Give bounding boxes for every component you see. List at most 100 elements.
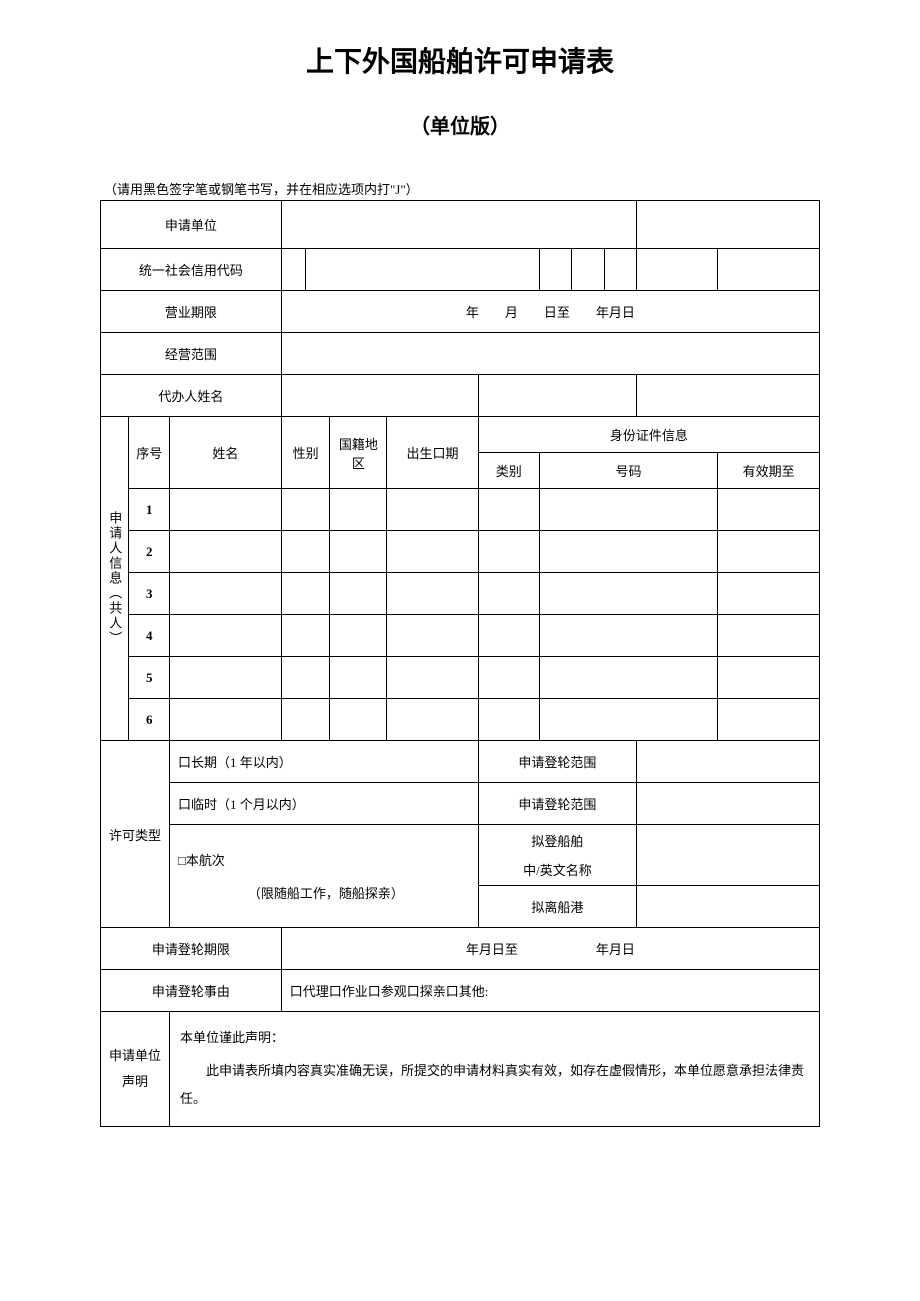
label-id-type: 类别 — [478, 453, 539, 489]
field-scc-3[interactable] — [539, 249, 571, 291]
row-idexp-4[interactable] — [718, 615, 820, 657]
label-business-period: 营业期限 — [101, 291, 282, 333]
field-scc-1[interactable] — [281, 249, 305, 291]
field-business-period[interactable]: 年 月 日至 年月日 — [281, 291, 819, 333]
page-title: 上下外国船舶许可申请表 — [100, 40, 820, 80]
label-name: 姓名 — [170, 417, 282, 489]
option-voyage[interactable]: □本航次 （限随船工作，随船探亲） — [170, 825, 479, 928]
row-gender-2[interactable] — [281, 531, 330, 573]
label-apply-scope-1: 申请登轮范围 — [478, 741, 636, 783]
row-gender-4[interactable] — [281, 615, 330, 657]
label-seq: 序号 — [129, 417, 170, 489]
row-nat-4[interactable] — [330, 615, 387, 657]
field-scc-4[interactable] — [572, 249, 604, 291]
field-departure-port[interactable] — [637, 886, 820, 928]
row-seq-2: 2 — [129, 531, 170, 573]
row-idnum-5[interactable] — [539, 657, 718, 699]
intended-ship-line2: 中/英文名称 — [483, 860, 632, 879]
row-gender-3[interactable] — [281, 573, 330, 615]
field-apply-reason[interactable]: 口代理口作业口参观口探亲口其他: — [281, 970, 819, 1012]
field-applying-unit-extra[interactable] — [637, 201, 820, 249]
row-seq-5: 5 — [129, 657, 170, 699]
row-gender-1[interactable] — [281, 489, 330, 531]
row-idnum-4[interactable] — [539, 615, 718, 657]
field-apply-scope-2[interactable] — [637, 783, 820, 825]
label-apply-reason: 申请登轮事由 — [101, 970, 282, 1012]
unit-declaration-text: 申请单位声明 — [105, 1043, 165, 1095]
row-name-2[interactable] — [170, 531, 282, 573]
field-apply-period[interactable]: 年月日至 年月日 — [281, 928, 819, 970]
row-idnum-6[interactable] — [539, 699, 718, 741]
field-agent-name-1[interactable] — [281, 375, 478, 417]
row-idexp-5[interactable] — [718, 657, 820, 699]
row-idtype-2[interactable] — [478, 531, 539, 573]
label-applying-unit: 申请单位 — [101, 201, 282, 249]
row-name-6[interactable] — [170, 699, 282, 741]
label-agent-name: 代办人姓名 — [101, 375, 282, 417]
voyage-text: □本航次 — [178, 850, 474, 869]
voyage-note: （限随船工作，随船探亲） — [178, 883, 474, 902]
row-nat-6[interactable] — [330, 699, 387, 741]
row-idexp-6[interactable] — [718, 699, 820, 741]
row-gender-6[interactable] — [281, 699, 330, 741]
row-birth-4[interactable] — [387, 615, 478, 657]
row-birth-6[interactable] — [387, 699, 478, 741]
intended-ship-line1: 拟登船舶 — [483, 831, 632, 850]
row-name-3[interactable] — [170, 573, 282, 615]
field-intended-ship[interactable] — [637, 825, 820, 886]
row-seq-4: 4 — [129, 615, 170, 657]
row-idexp-2[interactable] — [718, 531, 820, 573]
page-subtitle: （单位版） — [100, 110, 820, 139]
field-agent-name-3[interactable] — [637, 375, 820, 417]
label-permit-type: 许可类型 — [101, 741, 170, 928]
row-seq-6: 6 — [129, 699, 170, 741]
label-social-credit-code: 统一社会信用代码 — [101, 249, 282, 291]
row-birth-3[interactable] — [387, 573, 478, 615]
field-apply-scope-1[interactable] — [637, 741, 820, 783]
row-idtype-6[interactable] — [478, 699, 539, 741]
row-name-5[interactable] — [170, 657, 282, 699]
field-scc-7[interactable] — [718, 249, 820, 291]
label-id-info: 身份证件信息 — [478, 417, 819, 453]
row-gender-5[interactable] — [281, 657, 330, 699]
field-unit-declaration: 本单位谨此声明： 此申请表所填内容真实准确无误，所提交的申请材料真实有效，如存在… — [170, 1012, 820, 1127]
label-gender: 性别 — [281, 417, 330, 489]
row-idnum-3[interactable] — [539, 573, 718, 615]
field-scc-6[interactable] — [637, 249, 718, 291]
row-idexp-1[interactable] — [718, 489, 820, 531]
label-apply-period: 申请登轮期限 — [101, 928, 282, 970]
row-nat-1[interactable] — [330, 489, 387, 531]
row-nat-5[interactable] — [330, 657, 387, 699]
decl-line2: 此申请表所填内容真实准确无误，所提交的申请材料真实有效，如存在虚假情形，本单位愿… — [180, 1057, 809, 1114]
application-form-table: 申请单位 统一社会信用代码 营业期限 年 月 日至 年月日 经营范围 代办人姓名… — [100, 200, 820, 1127]
field-business-scope[interactable] — [281, 333, 819, 375]
row-birth-1[interactable] — [387, 489, 478, 531]
label-id-number: 号码 — [539, 453, 718, 489]
field-scc-2[interactable] — [306, 249, 540, 291]
row-name-1[interactable] — [170, 489, 282, 531]
row-idnum-1[interactable] — [539, 489, 718, 531]
field-scc-5[interactable] — [604, 249, 636, 291]
row-seq-1: 1 — [129, 489, 170, 531]
row-nat-3[interactable] — [330, 573, 387, 615]
row-idexp-3[interactable] — [718, 573, 820, 615]
row-birth-5[interactable] — [387, 657, 478, 699]
option-long-term[interactable]: 口长期（1 年以内） — [170, 741, 479, 783]
row-idtype-4[interactable] — [478, 615, 539, 657]
row-seq-3: 3 — [129, 573, 170, 615]
label-birth-date: 出生口期 — [387, 417, 478, 489]
label-apply-scope-2: 申请登轮范围 — [478, 783, 636, 825]
label-applicant-info: 申请人信息︵共人︶ — [101, 417, 129, 741]
row-idtype-5[interactable] — [478, 657, 539, 699]
field-applying-unit[interactable] — [281, 201, 636, 249]
label-departure-port: 拟离船港 — [478, 886, 636, 928]
row-name-4[interactable] — [170, 615, 282, 657]
row-birth-2[interactable] — [387, 531, 478, 573]
row-nat-2[interactable] — [330, 531, 387, 573]
row-idtype-3[interactable] — [478, 573, 539, 615]
label-business-scope: 经营范围 — [101, 333, 282, 375]
row-idnum-2[interactable] — [539, 531, 718, 573]
option-temp[interactable]: 口临时（1 个月以内） — [170, 783, 479, 825]
row-idtype-1[interactable] — [478, 489, 539, 531]
field-agent-name-2[interactable] — [478, 375, 636, 417]
